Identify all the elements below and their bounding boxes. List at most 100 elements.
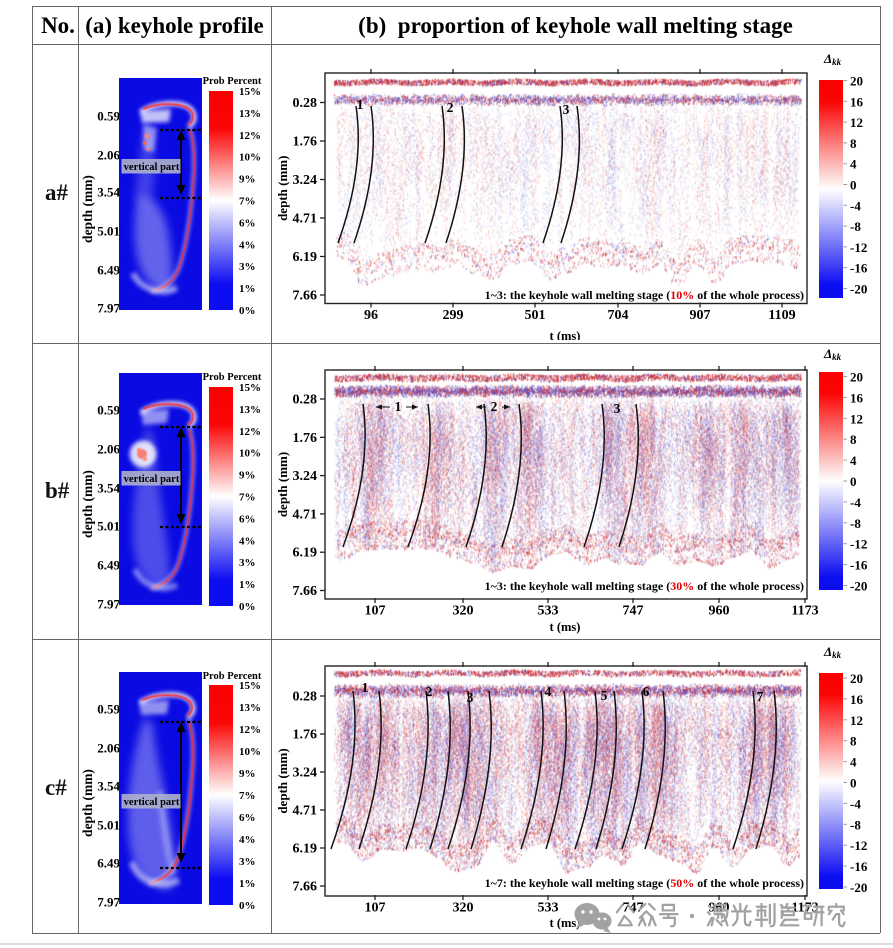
svg-text:0: 0 xyxy=(850,474,857,489)
svg-text:depth (mm): depth (mm) xyxy=(275,748,290,813)
svg-text:3: 3 xyxy=(467,690,474,705)
svg-text:13%: 13% xyxy=(239,108,261,120)
svg-text:1: 1 xyxy=(362,680,369,695)
svg-text:7.97: 7.97 xyxy=(97,597,120,612)
svg-text:7%: 7% xyxy=(239,790,256,802)
svg-text:907: 907 xyxy=(690,308,711,323)
svg-text:4.71: 4.71 xyxy=(293,804,318,819)
svg-text:16: 16 xyxy=(850,94,864,109)
svg-text:-8: -8 xyxy=(850,817,861,832)
svg-text:12: 12 xyxy=(850,411,863,426)
svg-text:15%: 15% xyxy=(239,680,261,692)
svg-text:4%: 4% xyxy=(239,239,256,251)
svg-text:2.06: 2.06 xyxy=(97,741,120,756)
svg-text:10%: 10% xyxy=(239,152,261,164)
svg-text:15%: 15% xyxy=(239,86,261,98)
svg-text:13%: 13% xyxy=(239,404,261,416)
svg-text:12%: 12% xyxy=(239,130,261,142)
svg-text:0: 0 xyxy=(850,776,857,791)
svg-text:6: 6 xyxy=(643,684,650,699)
svg-text:12: 12 xyxy=(850,713,863,728)
svg-text:depth (mm): depth (mm) xyxy=(275,156,290,221)
svg-text:533: 533 xyxy=(538,604,559,619)
svg-text:-12: -12 xyxy=(850,838,867,853)
svg-text:0.28: 0.28 xyxy=(293,96,318,111)
svg-text:3.24: 3.24 xyxy=(293,173,318,188)
svg-text:0%: 0% xyxy=(239,900,256,912)
svg-text:0: 0 xyxy=(850,178,857,193)
svg-text:4.71: 4.71 xyxy=(293,212,318,227)
svg-text:9%: 9% xyxy=(239,174,256,186)
svg-text:13%: 13% xyxy=(239,702,261,714)
svg-text:7%: 7% xyxy=(239,196,256,208)
svg-text:4: 4 xyxy=(850,755,857,770)
svg-text:-20: -20 xyxy=(850,579,867,594)
svg-text:-12: -12 xyxy=(850,240,867,255)
svg-text:0%: 0% xyxy=(239,601,256,613)
svg-text:depth (mm): depth (mm) xyxy=(80,769,95,837)
svg-text:1~3: the keyhole wall melting: 1~3: the keyhole wall melting stage (30%… xyxy=(485,579,804,593)
svg-text:0.59: 0.59 xyxy=(97,702,120,717)
svg-text:7%: 7% xyxy=(239,492,256,504)
svg-text:9%: 9% xyxy=(239,470,256,482)
svg-text:1.76: 1.76 xyxy=(293,431,318,446)
svg-text:-4: -4 xyxy=(850,796,861,811)
svg-text:Δkk: Δkk xyxy=(823,644,842,660)
svg-text:6.49: 6.49 xyxy=(97,558,120,573)
svg-text:8: 8 xyxy=(850,734,857,749)
svg-text:1~3: the keyhole wall melting: 1~3: the keyhole wall melting stage (10%… xyxy=(485,288,804,302)
svg-text:1173: 1173 xyxy=(791,901,818,916)
svg-text:320: 320 xyxy=(453,901,474,916)
svg-text:107: 107 xyxy=(365,901,386,916)
svg-text:Prob Percent: Prob Percent xyxy=(203,671,262,682)
svg-text:16: 16 xyxy=(850,390,864,405)
svg-text:1.76: 1.76 xyxy=(293,728,318,743)
svg-text:5: 5 xyxy=(601,688,608,703)
svg-text:Prob Percent: Prob Percent xyxy=(203,372,262,383)
svg-text:7.66: 7.66 xyxy=(293,880,318,895)
svg-text:5.01: 5.01 xyxy=(97,224,120,239)
svg-text:-16: -16 xyxy=(850,859,868,874)
svg-text:6.49: 6.49 xyxy=(97,263,120,278)
svg-text:depth (mm): depth (mm) xyxy=(80,175,95,243)
svg-text:320: 320 xyxy=(453,604,474,619)
svg-text:3: 3 xyxy=(563,102,570,117)
svg-text:6.19: 6.19 xyxy=(293,842,318,857)
svg-text:9%: 9% xyxy=(239,768,256,780)
svg-text:2: 2 xyxy=(447,100,454,115)
svg-text:0.28: 0.28 xyxy=(293,690,318,705)
svg-text:5.01: 5.01 xyxy=(97,519,120,534)
svg-text:Δkk: Δkk xyxy=(823,346,842,362)
svg-text:1%: 1% xyxy=(239,579,256,591)
svg-text:0.59: 0.59 xyxy=(97,109,120,124)
svg-text:depth (mm): depth (mm) xyxy=(80,470,95,538)
svg-text:6.19: 6.19 xyxy=(293,546,318,561)
svg-text:501: 501 xyxy=(525,308,546,323)
svg-text:16: 16 xyxy=(850,692,864,707)
svg-text:vertical part: vertical part xyxy=(124,162,180,173)
svg-text:0.59: 0.59 xyxy=(97,403,120,418)
svg-text:-4: -4 xyxy=(850,198,861,213)
svg-text:Prob Percent: Prob Percent xyxy=(203,76,262,87)
svg-text:-4: -4 xyxy=(850,495,861,510)
svg-text:3%: 3% xyxy=(239,557,256,569)
svg-text:4%: 4% xyxy=(239,834,256,846)
svg-text:7.97: 7.97 xyxy=(97,895,120,910)
svg-text:depth (mm): depth (mm) xyxy=(275,452,290,517)
svg-text:-16: -16 xyxy=(850,558,868,573)
svg-text:3.24: 3.24 xyxy=(293,766,318,781)
svg-text:10%: 10% xyxy=(239,746,261,758)
svg-text:3.24: 3.24 xyxy=(293,469,318,484)
svg-text:1%: 1% xyxy=(239,878,256,890)
svg-text:4%: 4% xyxy=(239,535,256,547)
svg-text:2: 2 xyxy=(491,399,498,414)
svg-text:-8: -8 xyxy=(850,516,861,531)
svg-text:t (ms): t (ms) xyxy=(550,329,581,340)
svg-text:3: 3 xyxy=(614,401,621,416)
svg-text:533: 533 xyxy=(538,901,559,916)
svg-text:3.54: 3.54 xyxy=(97,185,120,200)
svg-text:t (ms): t (ms) xyxy=(550,620,581,634)
svg-text:1~7: the keyhole wall melting: 1~7: the keyhole wall melting stage (50%… xyxy=(485,876,804,890)
svg-text:6%: 6% xyxy=(239,217,256,229)
svg-text:960: 960 xyxy=(709,604,730,619)
